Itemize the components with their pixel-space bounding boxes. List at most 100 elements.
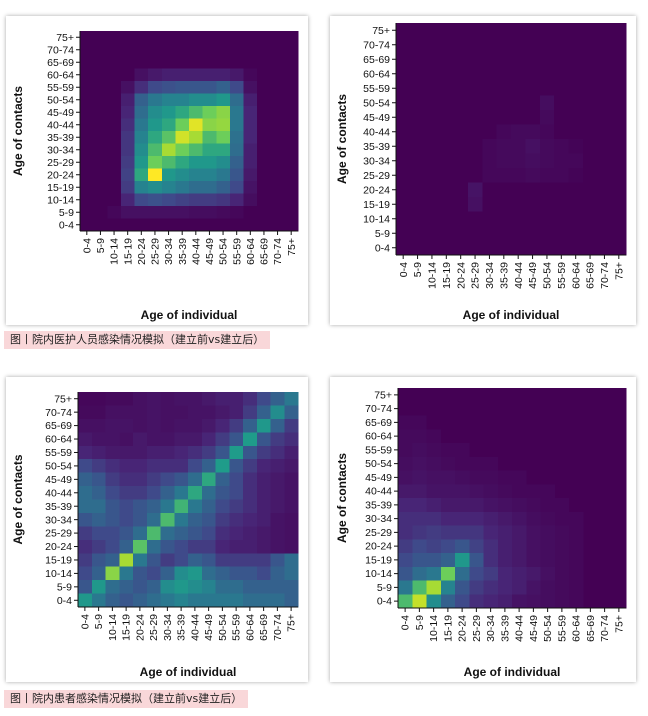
heatmap-cell: [455, 594, 470, 609]
x-tick-label: 55-59: [556, 262, 568, 289]
heatmap-cell: [80, 56, 95, 70]
heatmap-cell: [453, 66, 469, 82]
heatmap-cell: [398, 580, 413, 595]
y-tick-label: 20-24: [47, 169, 74, 181]
heatmap-cell: [188, 405, 203, 420]
heatmap-cell: [496, 66, 512, 82]
heatmap-cell: [483, 401, 499, 417]
heatmap-cell: [107, 56, 122, 70]
heatmap-cell: [482, 110, 498, 126]
heatmap-cell: [188, 526, 203, 541]
heatmap-cell: [107, 193, 122, 207]
heatmap-cell: [270, 143, 285, 157]
heatmap-cell: [554, 240, 570, 256]
heatmap-cell: [148, 43, 163, 57]
heatmap-cell: [80, 156, 95, 170]
y-tick-label: 25-29: [45, 528, 72, 540]
heatmap-cell: [256, 486, 272, 501]
heatmap-cell: [455, 539, 470, 554]
heatmap-cell: [105, 405, 120, 420]
heatmap-cell: [568, 197, 584, 213]
heatmap-cell: [133, 526, 148, 541]
heatmap-cell: [202, 143, 217, 157]
heatmap-cell: [120, 31, 136, 45]
heatmap-cell: [201, 539, 217, 554]
heatmap-cell: [554, 415, 570, 430]
heatmap-panel-patients-after: 75+ 70-74 65-69 60-64 55-59 50-54 45-49 40-44 35…: [330, 377, 636, 682]
heatmap-cell: [424, 95, 440, 111]
heatmap-cell: [511, 52, 526, 68]
heatmap-cell: [120, 56, 136, 70]
x-tick-label: 70-74: [599, 615, 611, 642]
heatmap-cell: [93, 143, 108, 157]
heatmap-cell: [188, 566, 203, 581]
heatmap-cell: [133, 566, 148, 581]
heatmap-cell: [174, 526, 189, 541]
heatmap-cell: [554, 110, 570, 126]
heatmap-cell: [440, 470, 456, 485]
heatmap-cell: [133, 593, 148, 608]
heatmap-cell: [398, 484, 413, 499]
heatmap-cell: [539, 168, 555, 184]
heatmap-cell: [107, 168, 122, 182]
heatmap-cell: [243, 218, 258, 232]
heatmap-cell: [554, 95, 570, 111]
heatmap-cell: [426, 594, 442, 609]
heatmap-cell: [412, 566, 428, 582]
heatmap-cell: [189, 31, 204, 45]
heatmap-cell: [229, 93, 245, 107]
heatmap-cell: [243, 31, 258, 45]
x-tick-label: 5-9: [93, 614, 105, 629]
y-tick-label: 25-29: [365, 527, 392, 539]
heatmap-cell: [189, 156, 204, 170]
y-tick-label: 45-49: [365, 472, 392, 484]
heatmap-cell: [512, 443, 527, 458]
heatmap-cell: [215, 392, 230, 407]
heatmap-cell: [497, 580, 513, 595]
heatmap-cell: [540, 388, 556, 403]
heatmap-cell: [482, 52, 498, 68]
heatmap-cell: [215, 566, 230, 581]
heatmap-cell: [398, 525, 413, 540]
heatmap-cell: [512, 415, 527, 430]
heatmap-cell: [424, 81, 440, 97]
heatmap-cell: [511, 182, 526, 198]
heatmap-cell: [148, 68, 163, 82]
heatmap-cell: [525, 95, 541, 111]
heatmap-cell: [284, 526, 299, 541]
heatmap-cell: [80, 206, 95, 220]
heatmap-cell: [582, 110, 598, 126]
heatmap-cell: [583, 594, 599, 609]
heatmap-cell: [554, 388, 570, 403]
x-tick-label: 60-64: [245, 238, 257, 265]
heatmap-cell: [229, 118, 245, 132]
y-tick-label: 60-64: [365, 431, 392, 443]
heatmap-cell: [175, 118, 190, 132]
heatmap-cell: [396, 139, 411, 155]
heatmap-cell: [133, 392, 148, 407]
heatmap-cell: [146, 539, 162, 554]
heatmap-cell: [412, 553, 428, 568]
heatmap-cell: [105, 432, 120, 447]
heatmap-cell: [243, 392, 258, 407]
heatmap-cell: [120, 118, 136, 132]
heatmap-cell: [554, 23, 570, 39]
heatmap-cell: [161, 93, 176, 107]
heatmap-cell: [539, 37, 555, 53]
heatmap-cell: [554, 566, 570, 582]
heatmap-cell: [582, 153, 598, 169]
heatmap-cell: [453, 211, 469, 227]
y-tick-label: 10-14: [365, 568, 392, 580]
heatmap-cell: [497, 498, 513, 513]
heatmap-cell: [119, 539, 134, 554]
heatmap-cell: [175, 56, 190, 70]
heatmap-cell: [189, 206, 204, 220]
heatmap-cell: [496, 23, 512, 39]
x-tick-label: 45-49: [528, 615, 540, 642]
heatmap-cell: [201, 566, 217, 581]
heatmap-cell: [496, 110, 512, 126]
heatmap-cell: [569, 443, 584, 458]
heatmap-cell: [467, 124, 483, 140]
heatmap-cell: [426, 525, 442, 540]
heatmap-cell: [270, 392, 285, 407]
